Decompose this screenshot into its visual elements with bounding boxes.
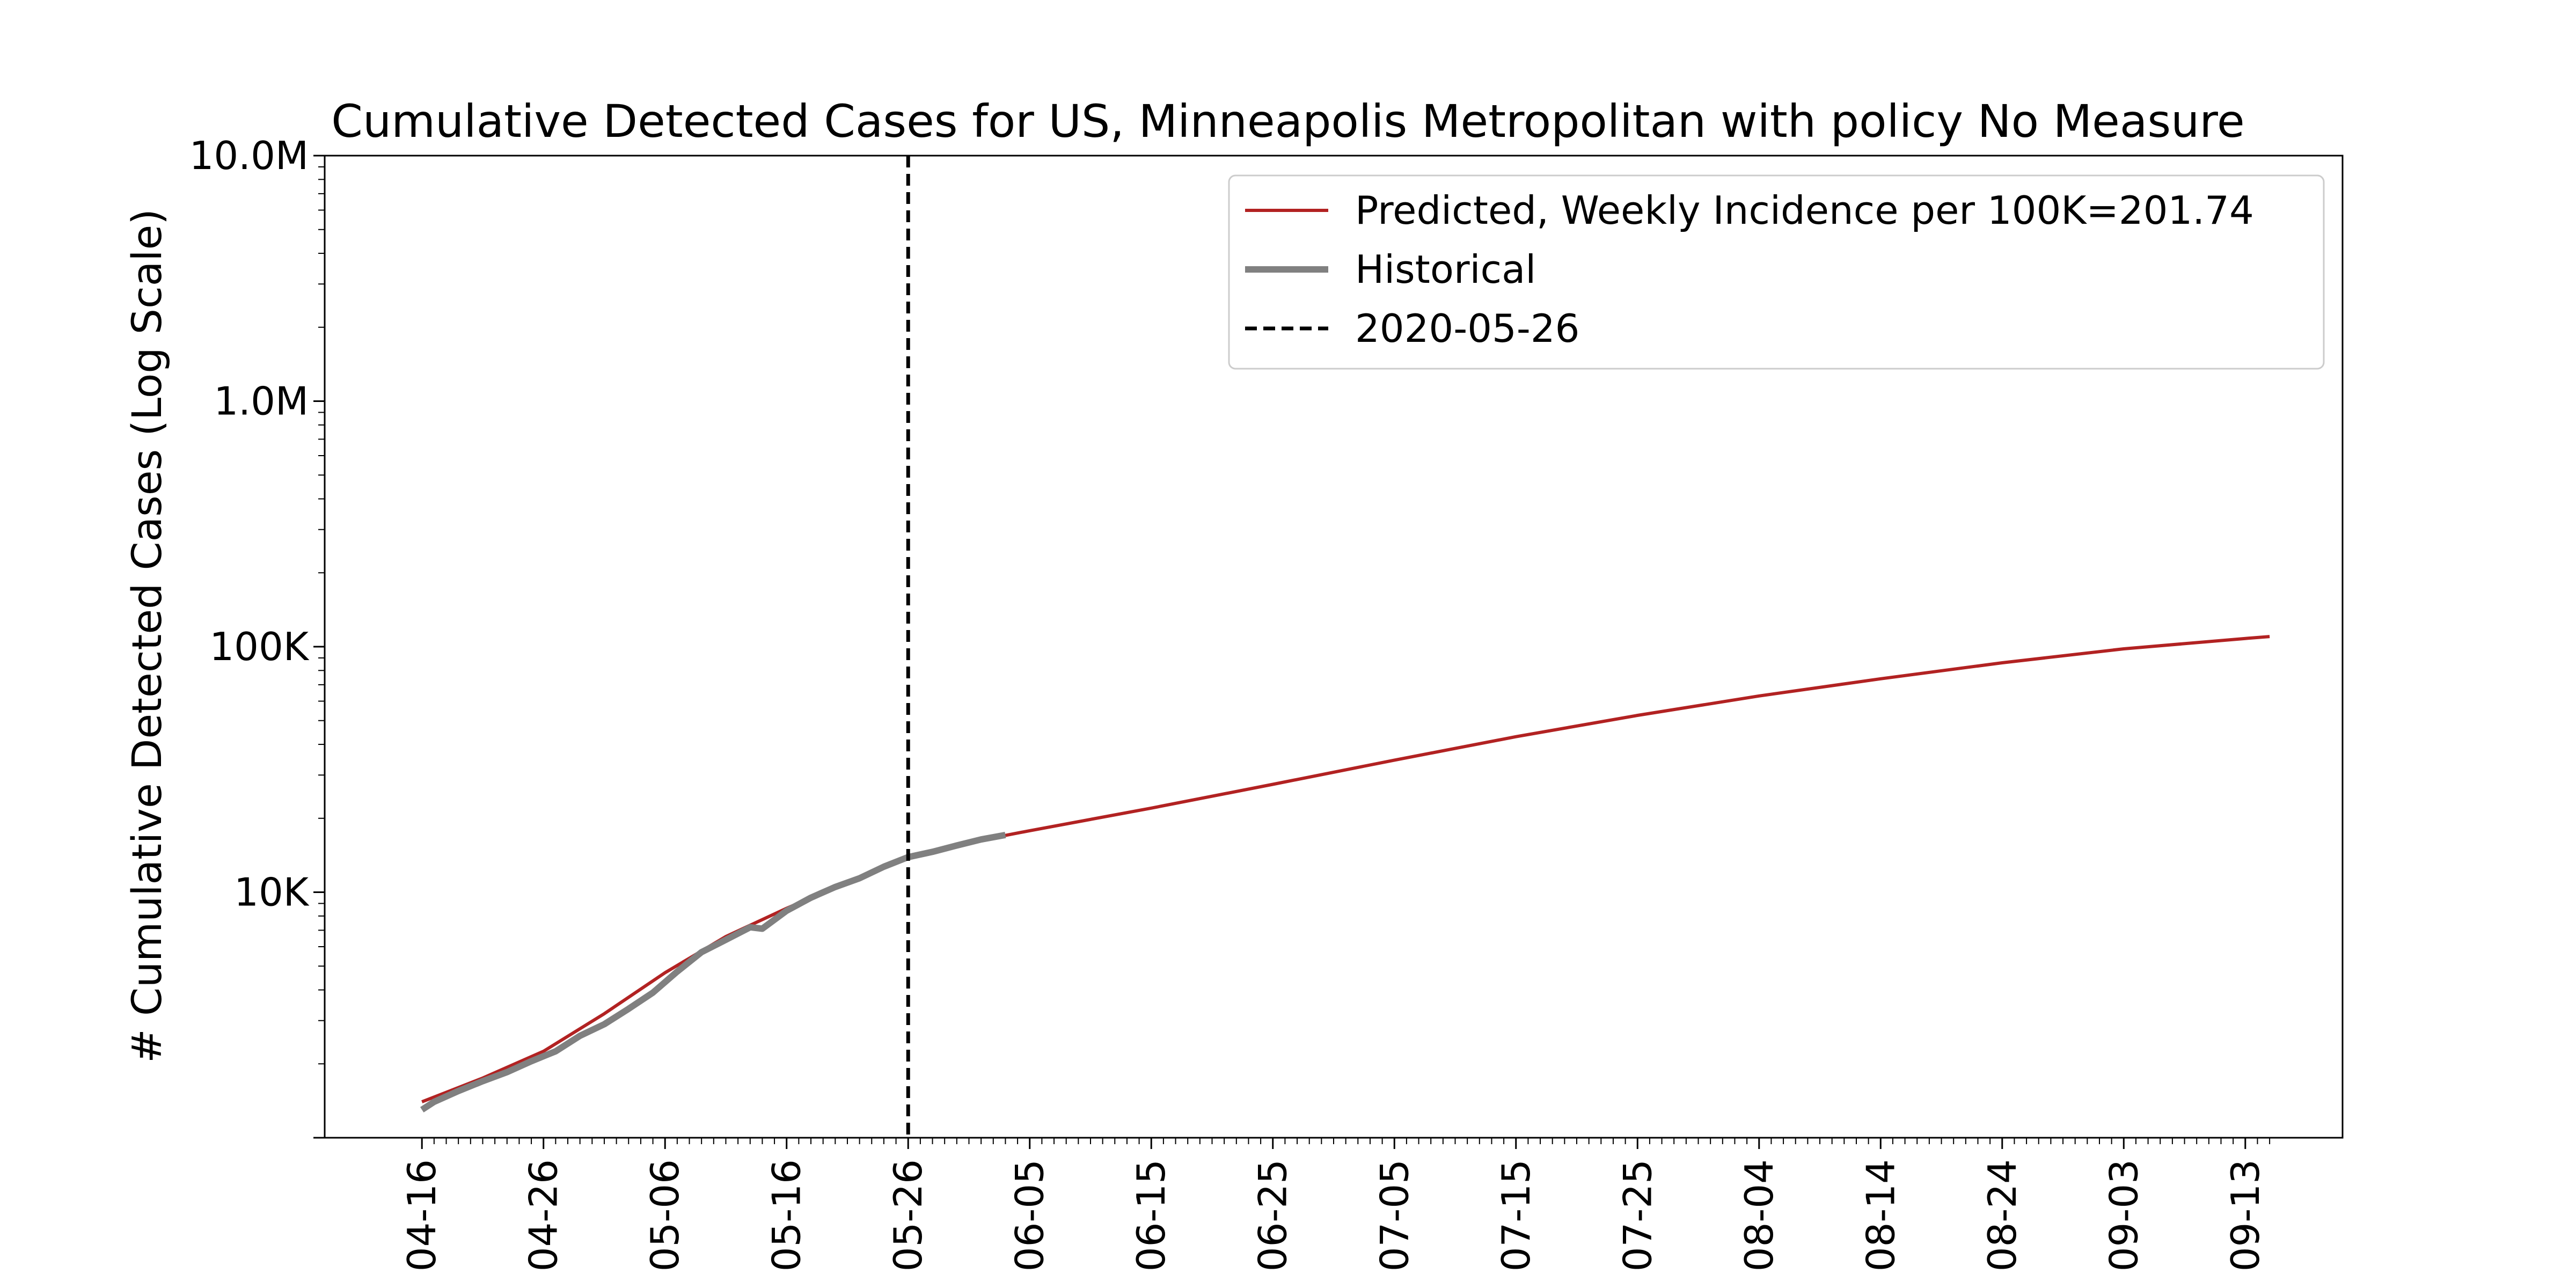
x-tick-label: 04-26	[521, 1159, 566, 1271]
x-tick-label: 06-05	[1007, 1159, 1052, 1271]
y-axis-label: # Cumulative Detected Cases (Log Scale)	[123, 209, 171, 1063]
historical-line	[420, 831, 1006, 1113]
x-tick-label: 09-03	[2101, 1159, 2146, 1271]
x-tick-label: 08-04	[1737, 1159, 1782, 1271]
x-tick-label: 06-25	[1250, 1159, 1296, 1271]
legend: Predicted, Weekly Incidence per 100K=201…	[1228, 174, 2325, 370]
x-tick-label: 07-15	[1494, 1159, 1539, 1271]
predicted-line	[421, 635, 2270, 1103]
legend-label: Historical	[1355, 247, 1536, 292]
x-tick-label: 05-06	[642, 1159, 687, 1271]
x-tick-label: 06-15	[1129, 1159, 1174, 1271]
x-tick-label: 07-25	[1615, 1159, 1660, 1271]
legend-box	[1228, 174, 2325, 370]
y-tick-label: 1.0M	[214, 379, 309, 424]
y-tick-label: 100K	[209, 624, 309, 669]
x-tick-label: 04-16	[399, 1159, 444, 1271]
chart-title: Cumulative Detected Cases for US, Minnea…	[331, 95, 2244, 148]
y-tick-label: 10K	[234, 870, 310, 915]
x-tick-label: 08-24	[1980, 1159, 2025, 1271]
x-tick-label: 08-14	[1858, 1159, 1903, 1271]
legend-label: Predicted, Weekly Incidence per 100K=201…	[1355, 188, 2254, 233]
plot-area: 10K 100K 1.0M 10.0M 04-16 04-26 05-06 05-16 05-2…	[189, 133, 2344, 1271]
x-tick-label: 07-05	[1372, 1159, 1417, 1271]
legend-label: 2020-05-26	[1355, 306, 1579, 351]
y-tick-label: 10.0M	[189, 133, 309, 178]
x-tick-label: 09-13	[2223, 1159, 2268, 1271]
x-tick-label: 05-26	[885, 1159, 931, 1271]
x-tick-label: 05-16	[764, 1159, 809, 1271]
